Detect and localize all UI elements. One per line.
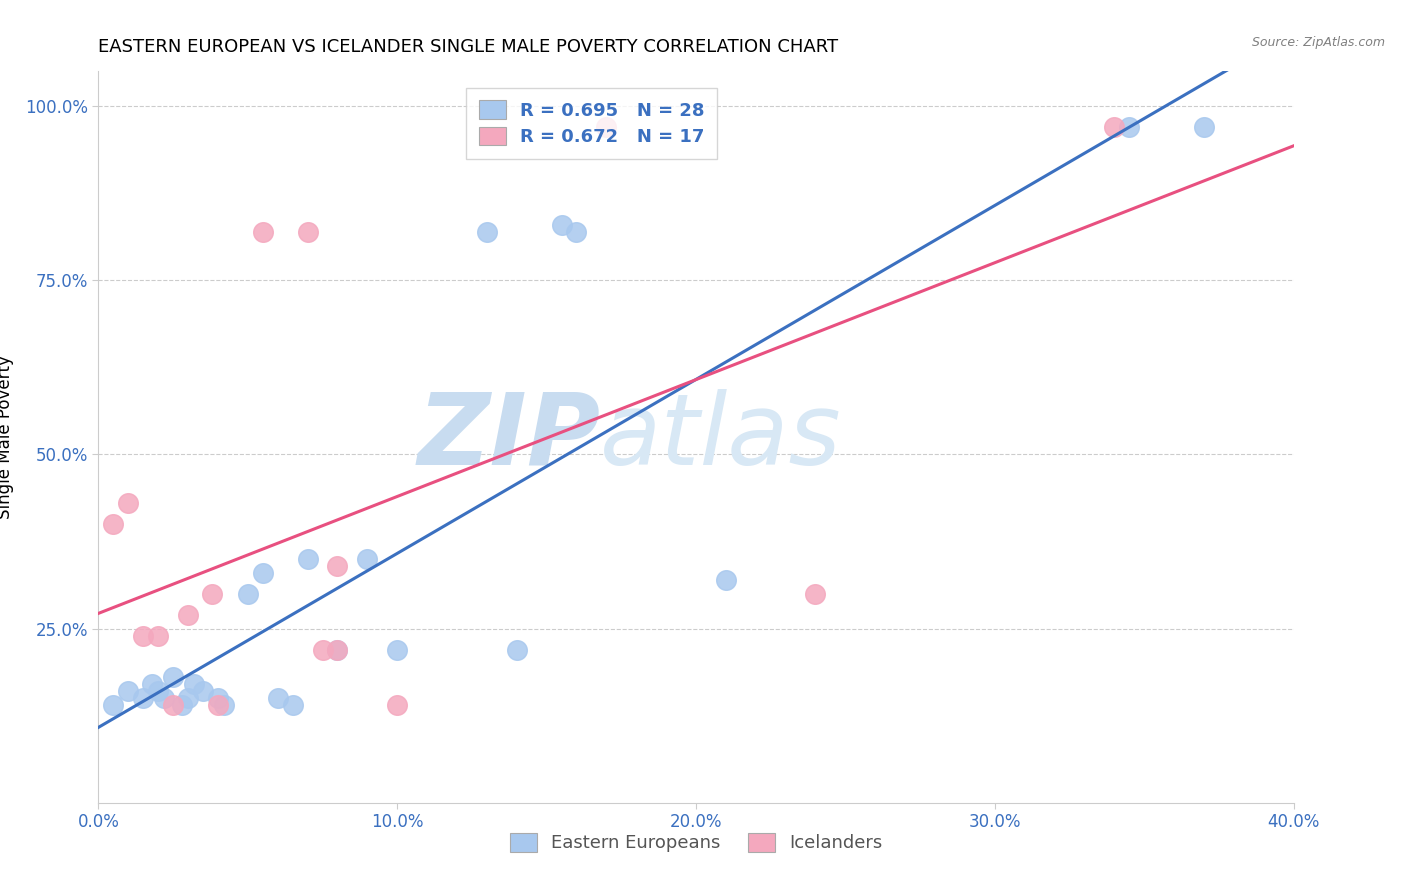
Point <box>595 120 617 134</box>
Point <box>212 698 235 713</box>
Point <box>385 642 409 657</box>
Point <box>117 496 139 510</box>
Point <box>132 691 155 706</box>
Point <box>162 698 184 713</box>
Point <box>141 677 163 691</box>
Point <box>326 642 349 657</box>
Point <box>1104 120 1126 134</box>
Point <box>550 218 572 232</box>
Point <box>148 629 170 643</box>
Point <box>326 642 349 657</box>
Point <box>297 225 319 239</box>
Point <box>177 691 200 706</box>
Point <box>252 566 274 580</box>
Point <box>103 698 125 713</box>
Point <box>356 552 378 566</box>
Point <box>132 629 155 643</box>
Point <box>267 691 290 706</box>
Point <box>191 684 214 698</box>
Point <box>714 573 737 587</box>
Point <box>311 642 333 657</box>
Point <box>1192 120 1215 134</box>
Point <box>201 587 224 601</box>
Point <box>252 225 274 239</box>
Text: Source: ZipAtlas.com: Source: ZipAtlas.com <box>1251 36 1385 49</box>
Point <box>236 587 259 601</box>
Point <box>183 677 205 691</box>
Point <box>207 691 229 706</box>
Point <box>162 670 184 684</box>
Point <box>281 698 304 713</box>
Point <box>297 552 319 566</box>
Point <box>148 684 170 698</box>
Point <box>565 225 588 239</box>
Point <box>117 684 139 698</box>
Point <box>326 558 349 573</box>
Point <box>103 517 125 532</box>
Legend: Eastern Europeans, Icelanders: Eastern Europeans, Icelanders <box>502 826 890 860</box>
Text: ZIP: ZIP <box>418 389 600 485</box>
Point <box>153 691 176 706</box>
Point <box>385 698 409 713</box>
Text: atlas: atlas <box>600 389 842 485</box>
Point <box>177 607 200 622</box>
Point <box>1118 120 1140 134</box>
Point <box>207 698 229 713</box>
Point <box>475 225 498 239</box>
Y-axis label: Single Male Poverty: Single Male Poverty <box>0 355 14 519</box>
Point <box>804 587 827 601</box>
Point <box>506 642 529 657</box>
Text: EASTERN EUROPEAN VS ICELANDER SINGLE MALE POVERTY CORRELATION CHART: EASTERN EUROPEAN VS ICELANDER SINGLE MAL… <box>98 38 838 56</box>
Point <box>172 698 194 713</box>
